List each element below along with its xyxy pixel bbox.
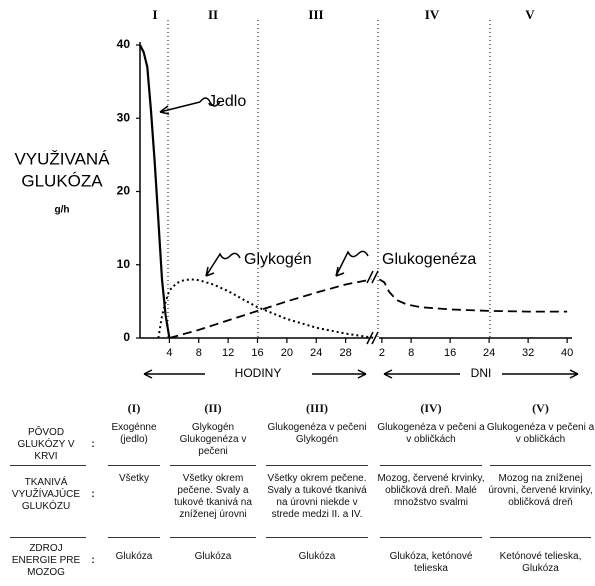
table-cell: Glukóza: [115, 551, 153, 562]
row-rule: [108, 465, 160, 466]
table-cell: Glukóza, ketónové telieska: [389, 551, 473, 574]
y-tick-label: 20: [117, 184, 131, 198]
y-tick-label: 40: [117, 37, 131, 51]
line-break: [371, 270, 379, 284]
y-axis-unit: g/h: [55, 205, 70, 216]
row-rule: [10, 465, 86, 466]
pointer-arrow: [335, 250, 369, 277]
x-tick-label: 24: [483, 347, 495, 359]
table-cell: Glukóza: [194, 551, 232, 562]
row-rule: [170, 465, 256, 466]
line-break: [366, 270, 374, 284]
column-header: (I): [127, 401, 141, 415]
separator: :: [91, 555, 95, 566]
phase-label: III: [308, 7, 323, 22]
column-header: (III): [305, 401, 328, 415]
row-rule: [10, 537, 86, 538]
series-line: [378, 278, 568, 313]
row-label: TKANIVÁ VYUŽÍVAJÚCE GLUKÓZU: [11, 477, 81, 512]
row-rule: [490, 465, 591, 466]
y-axis-label: VYUŽIVANÁ: [14, 149, 110, 168]
x-tick-label: 20: [281, 347, 293, 359]
y-tick-label: 30: [117, 110, 131, 124]
column-header: (IV): [420, 401, 442, 415]
table-cell: Glukóza: [298, 551, 336, 562]
separator: :: [91, 439, 95, 450]
x-tick-label: 2: [379, 347, 385, 359]
row-rule: [108, 537, 160, 538]
row-rule: [490, 537, 591, 538]
y-tick-label: 10: [117, 257, 131, 271]
phase-labels: I II III IV V: [152, 7, 535, 22]
x-tick-label: 40: [561, 347, 573, 359]
series-label: Glukogenéza: [382, 251, 476, 268]
x-tick-label: 24: [310, 347, 322, 359]
table-cell: Všetky: [118, 473, 149, 484]
pointer-arrow: [159, 97, 221, 115]
separator: :: [91, 489, 95, 500]
phase-label: II: [208, 7, 218, 22]
table-cell: Glukogenéza v pečeni a v obličkách: [486, 422, 595, 445]
table-cell: Exogénne (jedlo): [111, 422, 157, 445]
table-cell: Glukogenéza v pečeni a v obličkách: [377, 422, 485, 445]
series-label: Glykogén: [244, 251, 312, 268]
row-label: PÔVOD GLUKÓZY V KRVI: [17, 427, 75, 462]
series-line: [139, 44, 171, 339]
x-tick-label: 8: [408, 347, 414, 359]
axis-break: [366, 331, 374, 345]
decorations: [139, 20, 579, 379]
table-cell: Glykogén Glukogenéza v pečeni: [179, 422, 247, 457]
table-cell: Ketónové telieska, Glukóza: [499, 551, 582, 574]
chart: I II III IV V VYUŽIVANÁ GLUKÓZA g/h HODI…: [14, 7, 579, 380]
column-header: (II): [204, 401, 222, 415]
row-rule: [380, 465, 482, 466]
pointer-arrow: [205, 252, 241, 277]
phase-label: I: [152, 7, 157, 22]
row-label: ZDROJ ENERGIE PRE MOZOG: [11, 543, 81, 578]
row-rule: [170, 537, 256, 538]
x-tick-label: 16: [444, 347, 456, 359]
x-axis-label: DNI: [471, 366, 492, 380]
phase-label: V: [525, 7, 535, 22]
x-tick-label: 32: [522, 347, 534, 359]
series-line: [169, 278, 372, 339]
table-cell: Všetky okrem pečene. Svaly a tukové tkan…: [267, 473, 367, 520]
table-cell: Všetky okrem pečene. Svaly a tukové tkan…: [174, 473, 252, 520]
axis-break: [371, 331, 379, 345]
range-arrow: [143, 369, 367, 379]
row-rule: [266, 537, 368, 538]
y-axis-label: GLUKÓZA: [21, 171, 103, 190]
column-header: (V): [532, 401, 549, 415]
table-cell: Mozog, červené krvinky, obličková dreň. …: [377, 473, 485, 508]
row-rule: [266, 465, 368, 466]
y-tick-label: 0: [123, 330, 130, 344]
table-cell: Mozog na zníženej úrovni, červené krvink…: [488, 473, 593, 508]
phase-label: IV: [425, 7, 440, 22]
x-tick-label: 28: [340, 347, 352, 359]
series-label: Jedlo: [208, 93, 246, 110]
range-arrow: [383, 369, 579, 379]
x-axis-label: HODINY: [235, 366, 282, 380]
row-rule: [380, 537, 482, 538]
x-tick-label: 16: [251, 347, 263, 359]
x-tick-label: 12: [222, 347, 234, 359]
x-tick-label: 4: [166, 347, 172, 359]
table-cell: Glukogenéza v pečeni Glykogén: [267, 422, 367, 445]
x-tick-label: 8: [196, 347, 202, 359]
